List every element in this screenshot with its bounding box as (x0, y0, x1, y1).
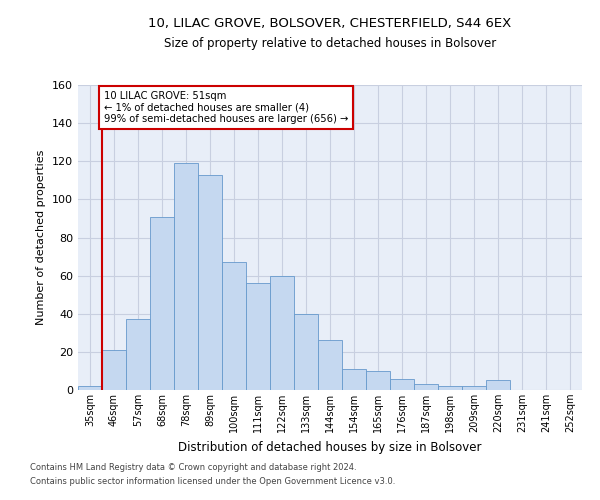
Text: 10, LILAC GROVE, BOLSOVER, CHESTERFIELD, S44 6EX: 10, LILAC GROVE, BOLSOVER, CHESTERFIELD,… (148, 18, 512, 30)
Bar (390, 378, 414, 390)
Bar (78, 386, 102, 390)
Bar (222, 262, 246, 390)
Bar (126, 320, 150, 390)
Text: Contains HM Land Registry data © Crown copyright and database right 2024.: Contains HM Land Registry data © Crown c… (30, 464, 356, 472)
Text: Contains public sector information licensed under the Open Government Licence v3: Contains public sector information licen… (30, 477, 395, 486)
Bar (438, 386, 462, 390)
Y-axis label: Number of detached properties: Number of detached properties (37, 150, 46, 325)
Bar (294, 314, 318, 390)
Bar (366, 371, 390, 390)
Bar (174, 163, 198, 390)
Bar (318, 340, 342, 390)
Bar (150, 216, 174, 390)
Bar (270, 276, 294, 390)
Bar (246, 283, 270, 390)
Bar (462, 386, 486, 390)
X-axis label: Distribution of detached houses by size in Bolsover: Distribution of detached houses by size … (178, 440, 482, 454)
Text: Size of property relative to detached houses in Bolsover: Size of property relative to detached ho… (164, 38, 496, 51)
Bar (342, 369, 366, 390)
Bar (486, 380, 510, 390)
Text: 10 LILAC GROVE: 51sqm
← 1% of detached houses are smaller (4)
99% of semi-detach: 10 LILAC GROVE: 51sqm ← 1% of detached h… (104, 90, 348, 124)
Bar (414, 384, 438, 390)
Bar (102, 350, 126, 390)
Bar (198, 174, 222, 390)
